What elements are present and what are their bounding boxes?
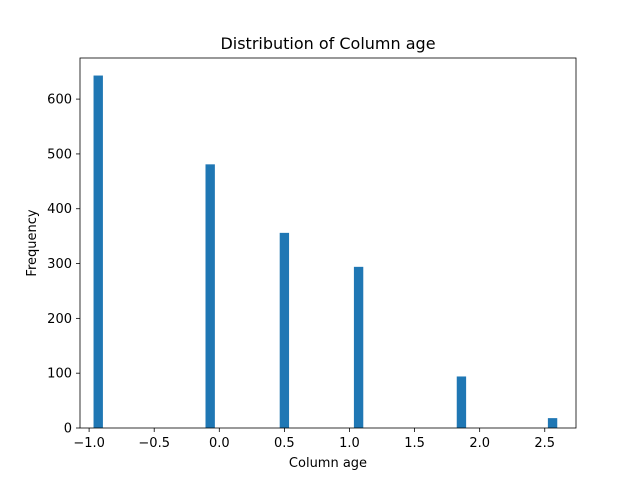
histogram-bar [279,232,290,428]
y-tick-label: 100 [47,367,72,382]
x-tick-label: 1.5 [404,436,425,451]
histogram-bar [93,75,103,428]
histogram-bar [456,376,467,428]
y-tick-label: 500 [47,147,72,162]
x-tick-label: 2.5 [534,436,555,451]
chart-title: Distribution of Column age [220,34,435,53]
y-tick-label: 600 [47,93,72,108]
x-tick-label: −1.0 [73,436,105,451]
y-axis-label: Frequency [25,209,40,276]
y-tick-label: 0 [64,422,72,437]
bars-group [93,75,558,428]
y-tick-label: 400 [47,202,72,217]
ticks-group: −1.0 −0.5 0.0 0.5 1.0 1.5 2.0 2.5 0 100 200 300 400 5… [47,93,555,451]
x-tick-label: 2.0 [469,436,490,451]
x-tick-label: −0.5 [138,436,170,451]
y-tick-label: 200 [47,312,72,327]
x-tick-label: 0.5 [274,436,295,451]
x-tick-label: 0.0 [209,436,230,451]
plot-frame [79,57,577,429]
histogram-bar [205,164,215,428]
x-axis-label: Column age [289,456,367,471]
x-tick-label: 1.0 [339,436,360,451]
y-tick-label: 300 [47,257,72,272]
histogram-bar [547,418,558,428]
histogram-bar [353,266,364,428]
